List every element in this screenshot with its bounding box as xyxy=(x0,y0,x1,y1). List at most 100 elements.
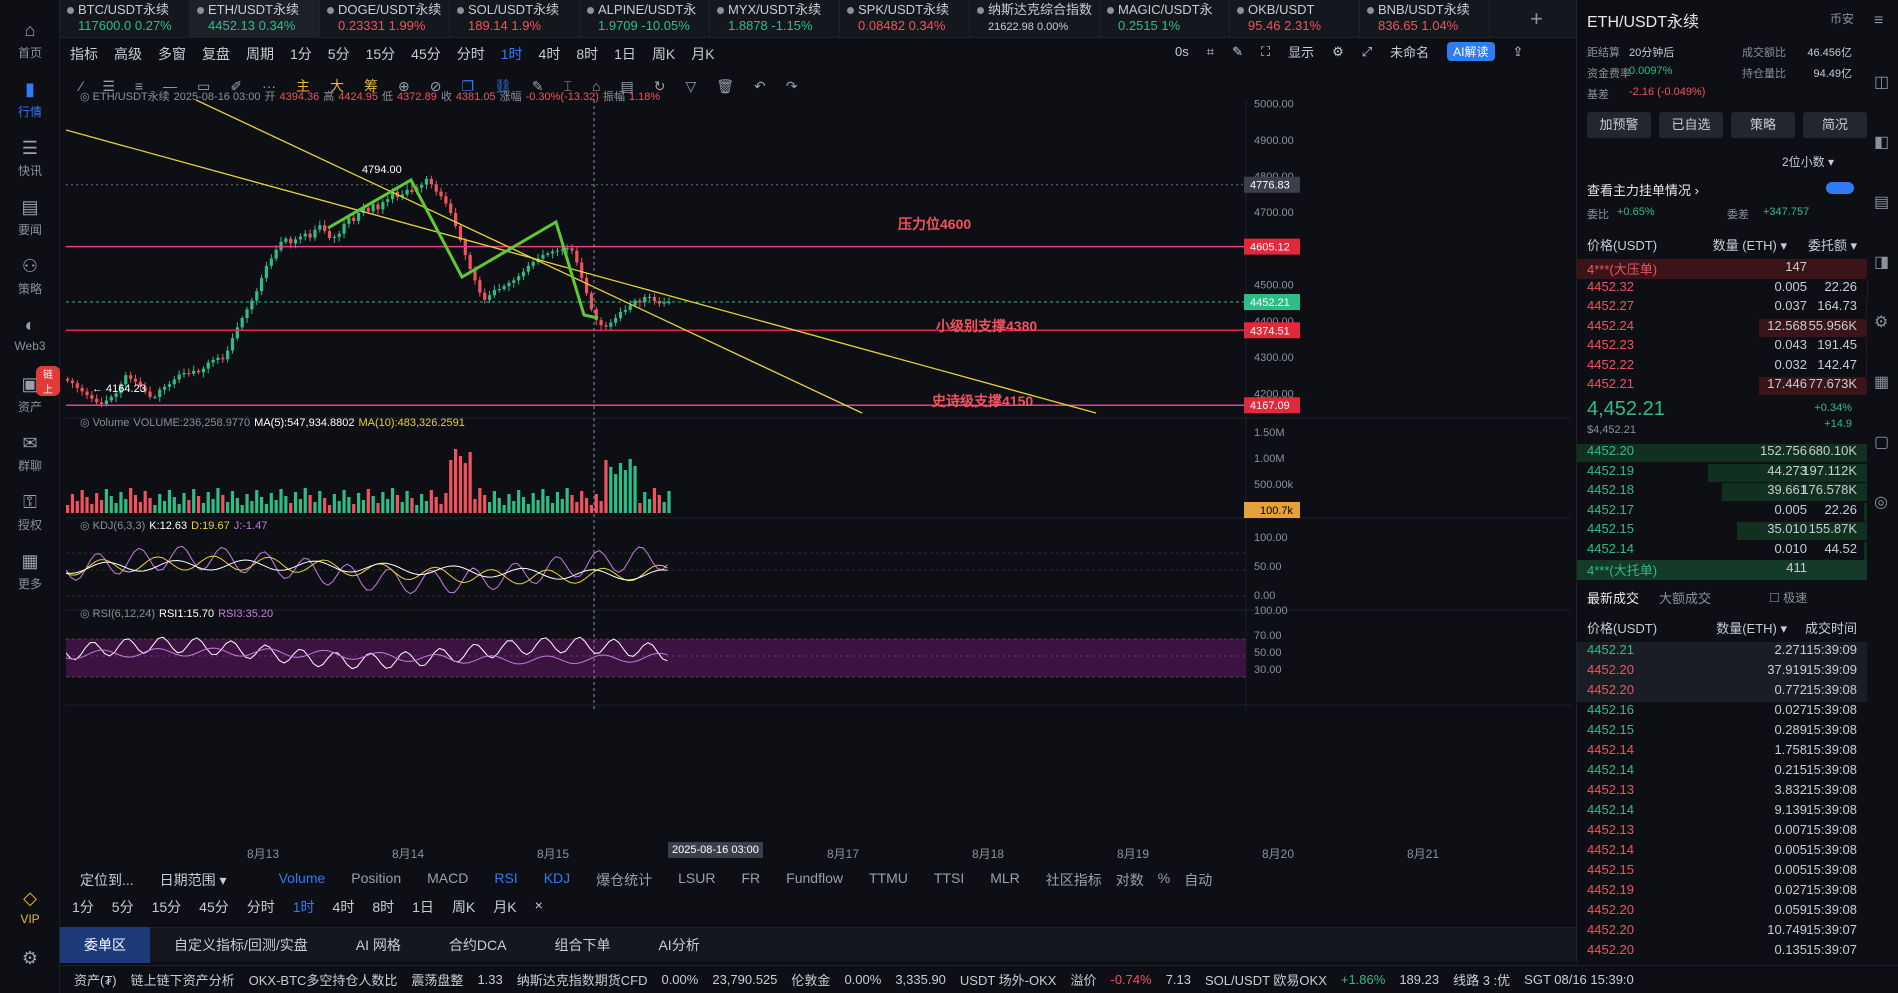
toolbar-item[interactable]: 1分 xyxy=(290,46,312,62)
indicator-tab[interactable]: Volume xyxy=(278,870,326,886)
close-icon[interactable]: × xyxy=(534,897,543,913)
period-button[interactable]: 15分 xyxy=(151,899,182,915)
order-panel-tab[interactable]: 组合下单 xyxy=(554,936,611,953)
nav-item-2[interactable]: ☰ 快讯 xyxy=(0,138,60,179)
toolbar-item[interactable]: 15分 xyxy=(365,46,396,62)
indicator-tab[interactable]: KDJ xyxy=(543,870,571,886)
toolbar-item[interactable]: 5分 xyxy=(327,46,350,62)
side-tool-icon[interactable]: ◫ xyxy=(1874,74,1890,91)
show-button[interactable]: 显示 xyxy=(1288,45,1315,60)
side-tool-icon[interactable]: ◎ xyxy=(1874,494,1888,511)
fullscreen-icon[interactable]: ⤢ xyxy=(1361,43,1373,59)
nav-item-6[interactable]: ▣ 资产 链上 xyxy=(0,366,60,415)
ask-row[interactable]: 4452.23 0.043 191.45 xyxy=(1577,337,1867,357)
indicator-tab[interactable]: FR xyxy=(741,870,761,886)
fast-checkbox[interactable]: ☐ 极速 xyxy=(1769,591,1808,605)
date-range-button[interactable]: 日期范围 ▾ xyxy=(159,872,227,888)
period-button[interactable]: 8时 xyxy=(372,899,395,915)
rp-button[interactable]: 策略 xyxy=(1731,112,1795,138)
pencil-icon[interactable]: ✎ xyxy=(531,77,544,94)
locate-button[interactable]: 定位到... xyxy=(80,872,134,888)
ask-row[interactable]: 4452.22 0.032 142.47 xyxy=(1577,357,1867,377)
indicator-tab[interactable]: LSUR xyxy=(678,870,716,886)
side-tool-icon[interactable]: ⚙ xyxy=(1874,314,1889,331)
decimals-select[interactable]: 2位小数 ▾ xyxy=(1782,155,1835,169)
fib-icon[interactable]: ≡ xyxy=(134,78,144,94)
symbol-tab[interactable]: DOGE/USDT永续 0.23331 1.99% xyxy=(320,0,450,38)
hline-icon[interactable]: — xyxy=(163,78,178,94)
magnet-icon[interactable]: ⊕ xyxy=(398,77,410,94)
nav-item-5[interactable]: ◐ Web3 xyxy=(0,315,60,353)
bid-row[interactable]: 4452.15 35.010 155.87K xyxy=(1577,521,1867,541)
indicator-option[interactable]: 对数 xyxy=(1115,872,1144,888)
order-panel-tab[interactable]: 合约DCA xyxy=(448,936,507,953)
rp-button[interactable]: 简况 xyxy=(1803,112,1867,138)
period-button[interactable]: 月K xyxy=(493,899,517,915)
big-order-button[interactable]: 大 xyxy=(330,78,345,94)
toolbar-item[interactable]: 周K xyxy=(651,46,676,62)
symbol-tab[interactable]: BTC/USDT永续 117600.0 0.27% xyxy=(60,0,190,38)
rect-icon[interactable]: ▭ xyxy=(197,77,211,94)
add-tab-icon[interactable]: + xyxy=(1530,6,1543,31)
rp-button[interactable]: 已自选 xyxy=(1659,112,1723,138)
indicator-option[interactable]: % xyxy=(1157,870,1171,886)
chips-button[interactable]: 筹 xyxy=(364,78,379,94)
bid-row[interactable]: 4452.18 39.661 176.578K xyxy=(1577,482,1867,502)
order-panel-tab[interactable]: 自定义指标/回测/实盘 xyxy=(174,936,308,953)
price-chart[interactable]: 5000.004900.004800.004700.004600.004500.… xyxy=(66,100,1571,860)
indicator-tab[interactable]: MACD xyxy=(427,870,469,886)
copy-icon[interactable]: ❐ xyxy=(461,77,475,94)
toolbar-item[interactable]: 分时 xyxy=(456,46,485,62)
parallel-icon[interactable]: ☰ xyxy=(102,77,115,94)
indicator-option[interactable]: 自动 xyxy=(1184,872,1213,888)
layout-name[interactable]: 未命名 xyxy=(1390,45,1430,60)
period-button[interactable]: 4时 xyxy=(332,899,355,915)
indicator-tab[interactable]: TTSI xyxy=(933,870,965,886)
period-button[interactable]: 1分 xyxy=(72,899,94,915)
side-tool-icon[interactable]: ▦ xyxy=(1874,374,1890,391)
filter-icon[interactable]: ▽ xyxy=(685,77,697,94)
undo-icon[interactable]: ↶ xyxy=(754,77,766,94)
side-tool-icon[interactable]: ◨ xyxy=(1874,254,1890,271)
toolbar-item[interactable]: 复盘 xyxy=(202,46,230,62)
symbol-tab[interactable]: ETH/USDT永续 4452.13 0.34% xyxy=(190,0,320,38)
toolbar-item[interactable]: 1时 xyxy=(500,46,523,62)
settings-icon[interactable]: ⚙ xyxy=(1332,43,1344,59)
link-icon[interactable]: ⛓ xyxy=(494,77,512,94)
toolbar-item[interactable]: 周期 xyxy=(246,46,274,62)
nav-item-1[interactable]: ▮ 行情 xyxy=(0,79,60,120)
toolbar-item[interactable]: 45分 xyxy=(411,46,441,62)
period-button[interactable]: 45分 xyxy=(199,899,229,915)
indicator-option[interactable]: 社区指标 xyxy=(1045,872,1102,888)
nav-item-8[interactable]: ⚿ 授权 xyxy=(0,492,60,533)
indicator-tab[interactable]: MLR xyxy=(990,870,1020,886)
bid-row[interactable]: 4452.19 44.273 197.112K xyxy=(1577,463,1867,483)
bid-row[interactable]: 4452.20 152.756 680.10K xyxy=(1577,443,1867,463)
ask-row[interactable]: 4452.32 0.005 22.26 xyxy=(1577,279,1867,299)
trash-icon[interactable]: 🗑 xyxy=(716,77,734,94)
period-button[interactable]: 5分 xyxy=(111,899,134,915)
trades-tab-large[interactable]: 大额成交 xyxy=(1659,591,1712,606)
erase-icon[interactable]: ⊘ xyxy=(429,77,442,94)
toolbar-item[interactable]: 月K xyxy=(691,46,715,62)
symbol-tab[interactable]: MYX/USDT永续 1.8878 -1.15% xyxy=(710,0,840,38)
bid-row[interactable]: 4***(大托单) 411 xyxy=(1577,560,1867,580)
toolbar-item[interactable]: 指标 xyxy=(70,46,98,62)
symbol-tab[interactable]: ALPINE/USDT永 1.9709 -10.05% xyxy=(580,0,710,38)
symbol-tab[interactable]: MAGIC/USDT永 0.2515 1% xyxy=(1100,0,1230,38)
period-button[interactable]: 1日 xyxy=(412,899,434,915)
ask-row[interactable]: 4452.21 17.446 77.673K xyxy=(1577,376,1867,396)
more-icon[interactable]: ··· xyxy=(262,78,277,94)
trades-tab-latest[interactable]: 最新成交 xyxy=(1587,591,1640,606)
side-tool-icon[interactable]: ≡ xyxy=(1874,12,1884,29)
toolbar-item[interactable]: 8时 xyxy=(576,46,599,62)
indicator-tab[interactable]: TTMU xyxy=(868,870,908,886)
share-icon[interactable]: ⇪ xyxy=(1512,43,1524,59)
rp-button[interactable]: 加预警 xyxy=(1587,112,1651,138)
nav-item-9[interactable]: ▦ 更多 xyxy=(0,551,60,592)
indicator-tab[interactable]: 爆仓统计 xyxy=(596,872,653,888)
order-panel-tab[interactable]: 委单区 xyxy=(60,926,150,963)
nav-item-0[interactable]: ⌂ 首页 xyxy=(0,20,60,61)
symbol-tab[interactable]: SOL/USDT永续 189.14 1.9% xyxy=(450,0,580,38)
sync-icon[interactable]: ↻ xyxy=(653,77,666,94)
